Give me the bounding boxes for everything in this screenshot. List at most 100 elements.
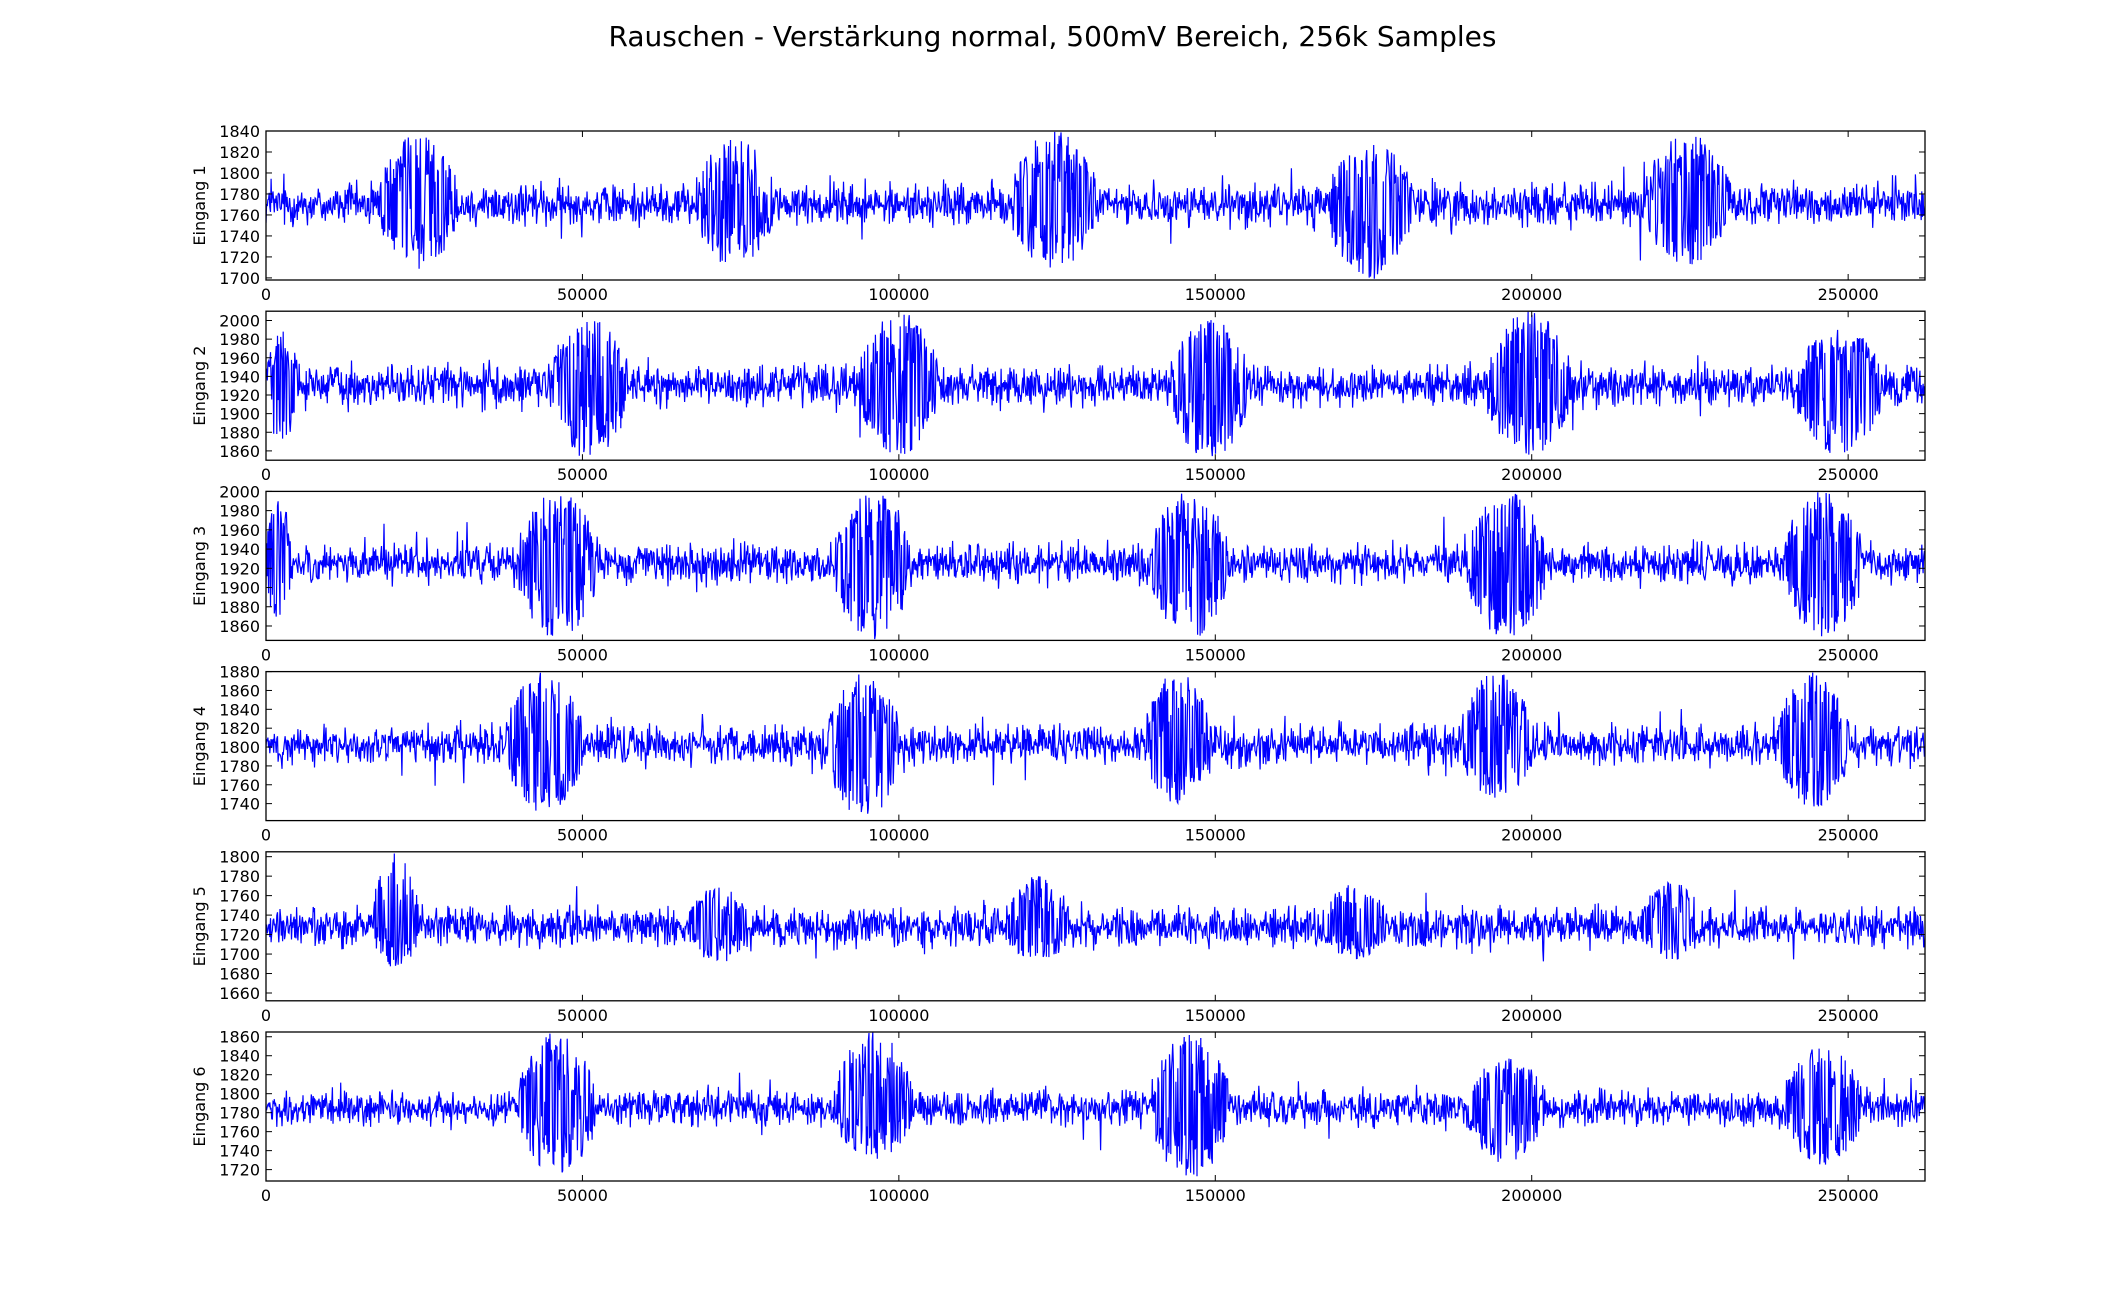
- x-tick-label: 100000: [868, 1006, 929, 1025]
- x-tick-label: 250000: [1818, 465, 1879, 484]
- x-tick-label: 50000: [557, 645, 608, 664]
- x-tick-label: 150000: [1185, 285, 1246, 304]
- y-tick-label: 1840: [219, 1047, 260, 1066]
- y-tick-label: 1840: [219, 700, 260, 719]
- subplot-1: 0 50000 100000 150000 200000 250000 1700 1720 17…: [190, 122, 1926, 304]
- y-tick-label: 1740: [219, 795, 260, 814]
- x-tick-label: 50000: [557, 465, 608, 484]
- axes-frame: [265, 130, 1926, 281]
- y-tick-label: 1680: [219, 965, 260, 984]
- x-tick-label: 200000: [1501, 285, 1562, 304]
- y-axis-label: Eingang 4: [190, 706, 209, 786]
- y-tick-label: 1880: [219, 423, 260, 442]
- axes-frame: [265, 851, 1926, 1002]
- y-tick-label: 1860: [219, 617, 260, 636]
- y-tick-label: 1780: [219, 757, 260, 776]
- x-tick-label: 100000: [868, 826, 929, 845]
- y-tick-label: 1820: [219, 719, 260, 738]
- subplot-5: 0 50000 100000 150000 200000 2500001660168017…: [190, 848, 1926, 1025]
- axes-frame: [265, 1031, 1926, 1182]
- x-tick-label: 100000: [868, 645, 929, 664]
- y-tick-label: 1700: [219, 945, 260, 964]
- y-tick-label: 1700: [219, 269, 260, 288]
- y-tick-label: 1760: [219, 206, 260, 225]
- y-tick-label: 1820: [219, 1066, 260, 1085]
- y-tick-label: 1760: [219, 1123, 260, 1142]
- x-tick-label: 0: [261, 826, 271, 845]
- y-tick-label: 1900: [219, 405, 260, 424]
- y-tick-label: 1940: [219, 367, 260, 386]
- signal-line-1: [266, 131, 1925, 279]
- y-tick-label: 1800: [219, 1085, 260, 1104]
- y-tick-label: 1780: [219, 867, 260, 886]
- x-tick-label: 150000: [1185, 826, 1246, 845]
- y-tick-label: 1720: [219, 1161, 260, 1180]
- y-tick-label: 1880: [219, 598, 260, 617]
- y-tick-label: 1720: [219, 248, 260, 267]
- x-tick-label: 100000: [868, 1186, 929, 1205]
- x-tick-label: 250000: [1818, 826, 1879, 845]
- signal-line-2: [266, 311, 1925, 457]
- y-tick-label: 1780: [219, 1104, 260, 1123]
- y-tick-label: 1800: [219, 164, 260, 183]
- y-tick-label: 1920: [219, 559, 260, 578]
- x-tick-label: 50000: [557, 285, 608, 304]
- y-axis-label: Eingang 3: [190, 526, 209, 606]
- y-tick-label: 1900: [219, 579, 260, 598]
- x-tick-label: 50000: [557, 1006, 608, 1025]
- y-tick-label: 1740: [219, 227, 260, 246]
- figure-title: Rauschen - Verstärkung normal, 500mV Ber…: [608, 20, 1497, 53]
- subplot-6: 0 50000 100000 150000 200000 2500001720174017…: [190, 1028, 1926, 1205]
- y-tick-label: 1720: [219, 926, 260, 945]
- x-tick-label: 100000: [868, 285, 929, 304]
- x-tick-label: 150000: [1185, 645, 1246, 664]
- x-tick-label: 150000: [1185, 1186, 1246, 1205]
- axes-frame: [265, 490, 1926, 642]
- y-tick-label: 1980: [219, 330, 260, 349]
- y-tick-label: 1860: [219, 681, 260, 700]
- x-tick-label: 0: [261, 1186, 271, 1205]
- x-tick-label: 0: [261, 465, 271, 484]
- subplot-3: 0 50000 100000 150000 200000 2500001860188019…: [190, 482, 1926, 664]
- y-tick-label: 1760: [219, 776, 260, 795]
- x-tick-label: 50000: [557, 1186, 608, 1205]
- y-tick-label: 1840: [219, 122, 260, 141]
- y-tick-label: 1960: [219, 521, 260, 540]
- y-axis-label: Eingang 6: [190, 1066, 209, 1146]
- y-tick-label: 1800: [219, 848, 260, 867]
- y-tick-label: 1920: [219, 386, 260, 405]
- y-tick-label: 1740: [219, 1142, 260, 1161]
- y-tick-label: 1940: [219, 540, 260, 559]
- x-tick-label: 250000: [1818, 1186, 1879, 1205]
- x-tick-label: 100000: [868, 465, 929, 484]
- y-tick-label: 2000: [219, 312, 260, 331]
- subplot-4: 0 50000 100000 150000 200000 250000 1740176017…: [190, 663, 1926, 845]
- x-tick-label: 200000: [1501, 465, 1562, 484]
- x-tick-label: 250000: [1818, 645, 1879, 664]
- y-tick-label: 1980: [219, 502, 260, 521]
- signal-line-3: [266, 492, 1925, 640]
- y-tick-label: 1880: [219, 663, 260, 682]
- x-tick-label: 150000: [1185, 1006, 1246, 1025]
- y-tick-label: 1860: [219, 1028, 260, 1047]
- y-tick-label: 1760: [219, 887, 260, 906]
- x-tick-label: 250000: [1818, 1006, 1879, 1025]
- signal-line-5: [266, 853, 1925, 967]
- y-axis-label: Eingang 5: [190, 886, 209, 966]
- y-tick-label: 1820: [219, 143, 260, 162]
- x-tick-label: 200000: [1501, 826, 1562, 845]
- axes-frame: [265, 670, 1926, 822]
- y-tick-label: 1800: [219, 738, 260, 757]
- x-tick-label: 50000: [557, 826, 608, 845]
- x-tick-label: 0: [261, 285, 271, 304]
- x-tick-label: 200000: [1501, 645, 1562, 664]
- y-tick-label: 1780: [219, 185, 260, 204]
- signal-line-6: [266, 1032, 1925, 1177]
- y-tick-label: 1660: [219, 984, 260, 1003]
- subplot-2: 0 50000 100000 150000 200000 2500001860188019…: [190, 310, 1926, 484]
- x-tick-label: 250000: [1818, 285, 1879, 304]
- y-tick-label: 1960: [219, 349, 260, 368]
- x-tick-label: 0: [261, 645, 271, 664]
